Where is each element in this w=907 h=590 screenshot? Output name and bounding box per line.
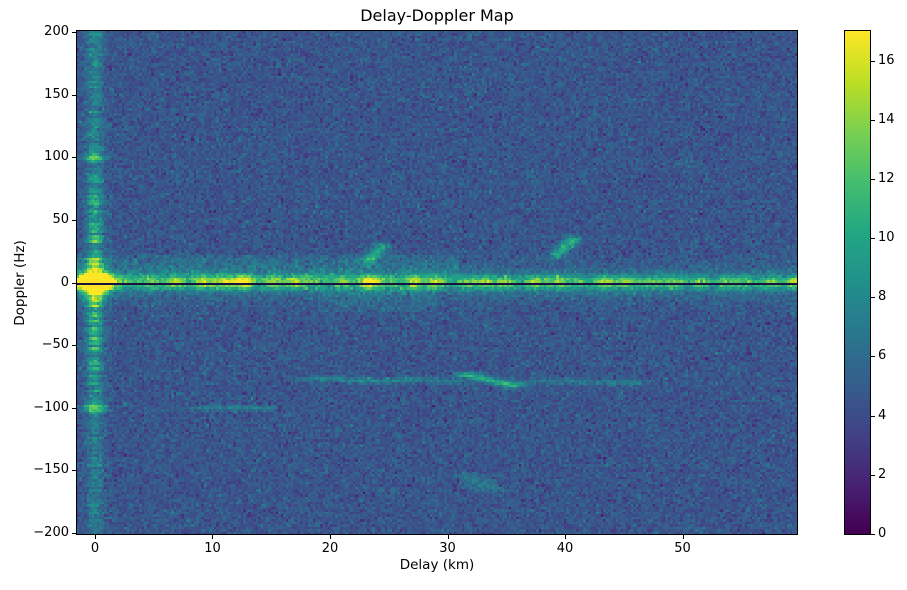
colorbar-tick-label: 10 (878, 230, 895, 246)
y-tick-label: 100 (44, 149, 69, 165)
y-tick (72, 219, 76, 221)
colorbar-gradient (845, 31, 870, 534)
x-tick-label: 30 (439, 541, 456, 556)
y-tick-label: −200 (33, 524, 69, 540)
colorbar-tick (871, 238, 875, 240)
x-tick (330, 535, 331, 539)
heatmap-plot-area (76, 30, 798, 535)
y-tick (72, 407, 76, 409)
colorbar (844, 30, 871, 535)
x-tick (447, 535, 449, 539)
x-tick (565, 535, 567, 539)
delay-doppler-heatmap (77, 31, 797, 534)
y-tick (72, 532, 76, 534)
colorbar-tick (871, 178, 875, 180)
x-tick (682, 535, 684, 539)
colorbar-tick-label: 2 (878, 466, 887, 482)
colorbar-tick-label: 6 (878, 348, 887, 364)
y-tick (72, 32, 76, 34)
plot-title: Delay-Doppler Map (360, 6, 514, 25)
colorbar-tick-label: 14 (878, 111, 895, 127)
y-tick-label: 50 (52, 211, 69, 227)
y-tick (72, 282, 76, 284)
colorbar-tick (871, 474, 875, 476)
colorbar-tick (871, 356, 875, 358)
y-tick (72, 345, 76, 347)
colorbar-tick (871, 297, 875, 299)
y-tick (72, 157, 76, 159)
x-tick (94, 535, 96, 539)
colorbar-tick-label: 8 (878, 289, 887, 305)
colorbar-tick-label: 16 (878, 52, 895, 68)
x-tick-label: 10 (204, 541, 221, 556)
x-axis-label: Delay (km) (399, 557, 475, 573)
x-tick-label: 40 (556, 541, 574, 556)
x-tick-label: 0 (90, 541, 100, 556)
y-tick-label: −50 (41, 337, 69, 353)
y-tick-label: 0 (60, 274, 69, 290)
colorbar-tick (871, 119, 875, 121)
y-tick-label: 150 (44, 86, 69, 102)
x-tick-label: 50 (674, 541, 691, 556)
x-tick-label: 20 (321, 541, 339, 556)
colorbar-tick-label: 4 (878, 407, 887, 423)
y-tick-label: −150 (33, 462, 69, 478)
y-tick-label: 200 (44, 24, 69, 40)
x-tick (212, 535, 214, 539)
colorbar-tick (871, 534, 875, 535)
colorbar-tick (871, 60, 875, 62)
y-tick (72, 94, 76, 96)
y-tick-label: −100 (33, 399, 69, 415)
y-tick (72, 470, 76, 472)
colorbar-tick-label: 0 (878, 526, 887, 541)
colorbar-tick-label: 12 (878, 170, 895, 186)
colorbar-tick (871, 415, 875, 417)
